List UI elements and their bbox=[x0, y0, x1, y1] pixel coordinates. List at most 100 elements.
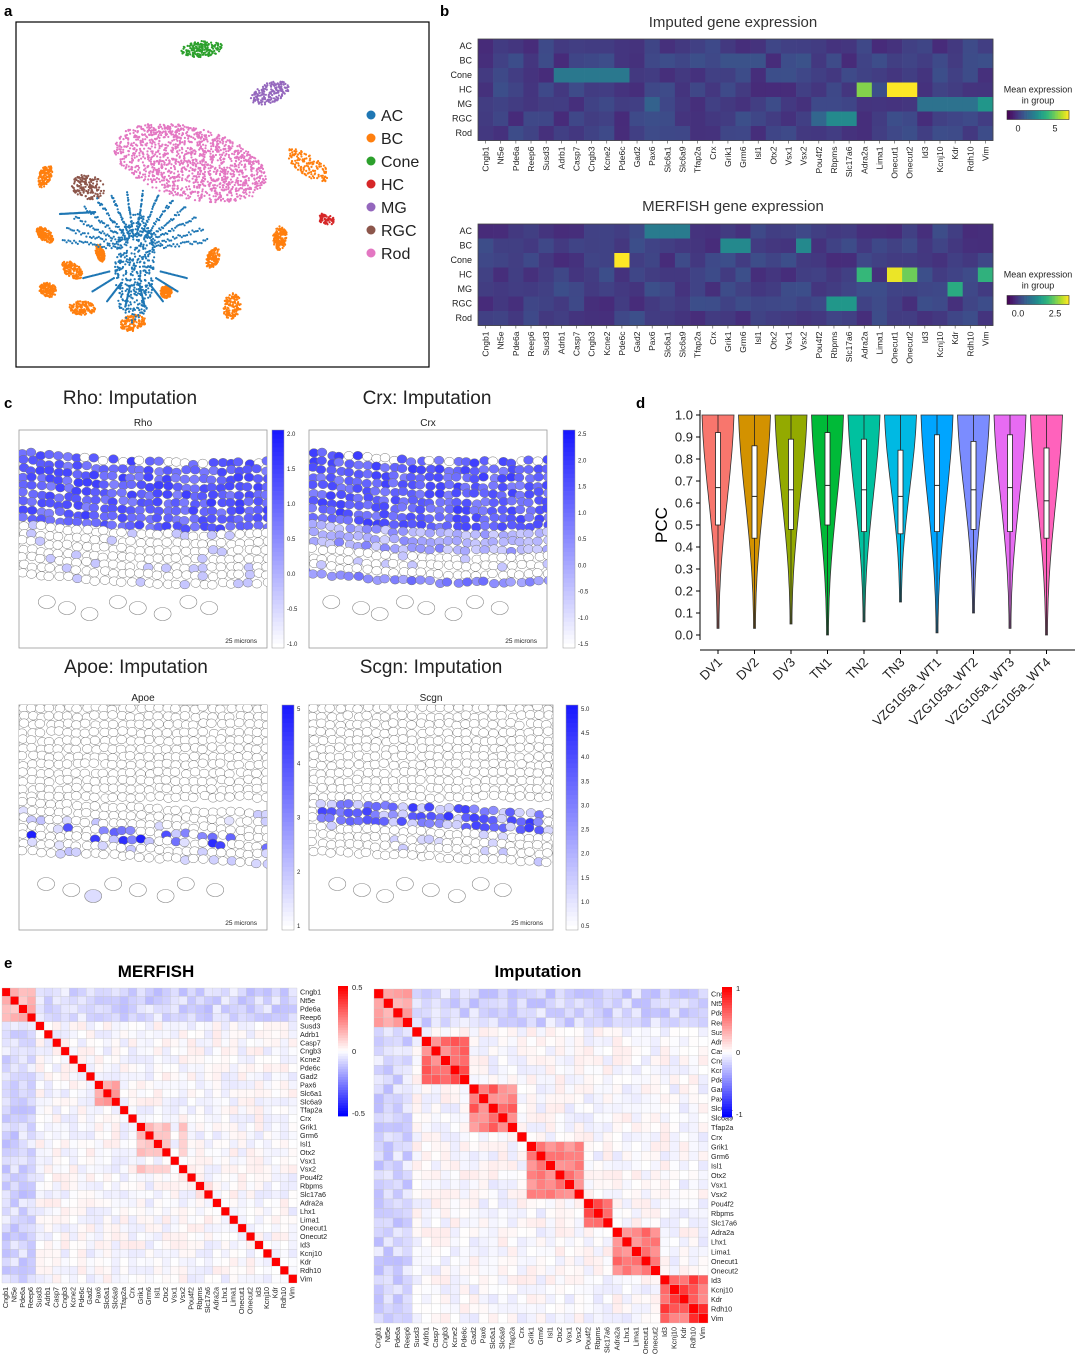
umap-point bbox=[178, 245, 181, 248]
heatmap-cell bbox=[720, 39, 736, 54]
umap-point bbox=[218, 191, 221, 194]
umap-point bbox=[180, 146, 183, 149]
umap-point bbox=[236, 195, 239, 198]
umap-point bbox=[194, 178, 197, 181]
umap-point bbox=[128, 325, 131, 328]
umap-point bbox=[136, 326, 139, 329]
umap-point bbox=[92, 182, 95, 185]
umap-point bbox=[229, 178, 232, 181]
umap-point bbox=[255, 160, 258, 164]
umap-point bbox=[88, 243, 91, 246]
umap-point bbox=[144, 173, 147, 176]
umap-point bbox=[222, 170, 226, 173]
umap-point bbox=[147, 174, 150, 178]
umap-point bbox=[167, 141, 170, 144]
heatmap-cell bbox=[644, 39, 661, 54]
umap-point bbox=[127, 307, 130, 310]
umap-point bbox=[99, 243, 102, 246]
umap-point bbox=[61, 239, 64, 242]
umap-point bbox=[206, 237, 209, 241]
umap-point bbox=[152, 241, 155, 244]
umap-point bbox=[134, 255, 137, 258]
umap-point bbox=[164, 167, 167, 170]
heatmap-cell bbox=[856, 82, 873, 98]
umap-point bbox=[200, 40, 203, 43]
umap-point bbox=[308, 159, 311, 162]
heatmap-cell bbox=[629, 97, 645, 112]
umap-point bbox=[151, 181, 154, 184]
umap-point bbox=[165, 146, 168, 149]
heatmap-col-label: Casp7 bbox=[571, 146, 581, 171]
umap-point bbox=[138, 172, 142, 175]
umap-point bbox=[209, 142, 212, 145]
umap-point bbox=[189, 195, 192, 198]
umap-point bbox=[200, 133, 203, 136]
heatmap-cell bbox=[568, 68, 585, 83]
umap-point bbox=[129, 216, 132, 219]
umap-point bbox=[81, 300, 84, 304]
umap-point bbox=[260, 181, 263, 184]
umap-point bbox=[46, 294, 50, 297]
umap-point bbox=[213, 167, 216, 170]
umap-point bbox=[227, 149, 230, 153]
umap-point bbox=[183, 241, 186, 244]
umap-point bbox=[319, 217, 322, 220]
umap-point bbox=[150, 123, 153, 127]
umap-point bbox=[308, 168, 311, 171]
umap-point bbox=[176, 150, 179, 154]
umap-point bbox=[78, 303, 81, 306]
umap-point bbox=[79, 305, 82, 308]
umap-point bbox=[216, 198, 220, 201]
heatmap-cell bbox=[629, 68, 645, 83]
umap-point bbox=[76, 300, 79, 303]
umap-point bbox=[310, 173, 313, 176]
heatmap-cell bbox=[735, 126, 751, 141]
umap-point bbox=[188, 169, 191, 173]
umap-point bbox=[181, 124, 185, 127]
umap-point bbox=[107, 214, 111, 217]
legend-label-rgc: RGC bbox=[381, 223, 417, 240]
umap-point bbox=[245, 159, 248, 162]
umap-point bbox=[163, 127, 166, 130]
umap-point bbox=[323, 215, 326, 218]
umap-point bbox=[227, 145, 230, 148]
umap-point bbox=[54, 286, 57, 289]
umap-point bbox=[44, 165, 47, 169]
umap-point bbox=[291, 154, 294, 157]
umap-point bbox=[276, 244, 279, 247]
heatmap-cell bbox=[614, 68, 630, 83]
umap-point bbox=[78, 230, 81, 233]
umap-point bbox=[180, 236, 183, 239]
heatmap-cell bbox=[508, 97, 524, 112]
umap-point bbox=[163, 163, 166, 166]
umap-point bbox=[95, 183, 99, 186]
heatmap-cell bbox=[523, 53, 539, 69]
umap-point bbox=[158, 189, 161, 192]
umap-point bbox=[184, 206, 187, 209]
umap-point bbox=[119, 141, 122, 145]
umap-point bbox=[84, 309, 87, 312]
heatmap-cell bbox=[780, 111, 797, 127]
umap-point bbox=[84, 300, 87, 303]
umap-point bbox=[94, 211, 97, 214]
umap-point bbox=[80, 186, 83, 189]
heatmap-cell bbox=[538, 82, 555, 98]
umap-point bbox=[233, 295, 236, 298]
umap-point bbox=[103, 245, 106, 248]
umap-point bbox=[234, 188, 237, 191]
umap-point bbox=[163, 148, 166, 152]
umap-point bbox=[64, 265, 67, 268]
umap-point bbox=[237, 301, 240, 304]
umap-point bbox=[166, 184, 169, 187]
heatmap-cell bbox=[614, 82, 630, 98]
umap-point bbox=[200, 50, 203, 53]
umap-point bbox=[310, 177, 313, 180]
umap-point bbox=[238, 161, 241, 165]
umap-point bbox=[127, 203, 130, 206]
umap-point bbox=[115, 148, 119, 151]
umap-point bbox=[176, 243, 179, 246]
heatmap-cell bbox=[962, 111, 979, 127]
umap-point bbox=[144, 167, 147, 170]
heatmap-cell bbox=[568, 53, 585, 69]
umap-point bbox=[250, 173, 254, 176]
